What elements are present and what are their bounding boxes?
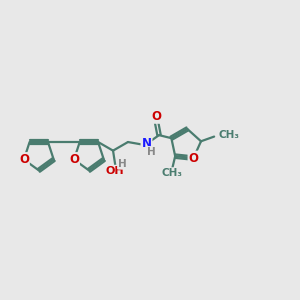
Text: O: O bbox=[69, 153, 79, 166]
Text: H: H bbox=[118, 159, 127, 169]
Text: O: O bbox=[19, 153, 29, 166]
Text: O: O bbox=[151, 110, 161, 123]
Text: H: H bbox=[147, 147, 156, 157]
Text: N: N bbox=[142, 137, 152, 150]
Text: OH: OH bbox=[106, 166, 124, 176]
Text: CH₃: CH₃ bbox=[219, 130, 240, 140]
Text: O: O bbox=[188, 152, 199, 165]
Text: CH₃: CH₃ bbox=[162, 168, 183, 178]
